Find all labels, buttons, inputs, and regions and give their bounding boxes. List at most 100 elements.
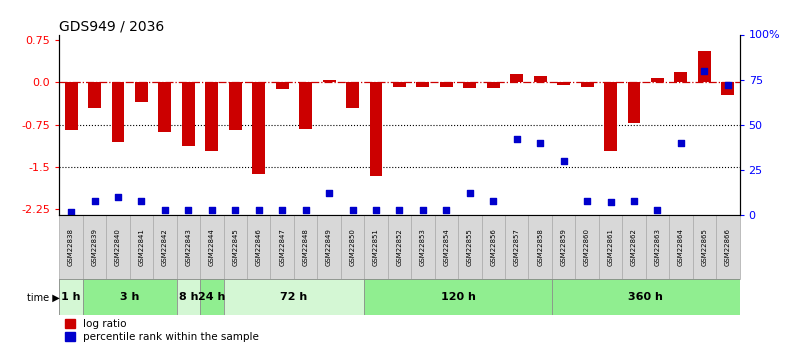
- Bar: [176, 279, 200, 315]
- Bar: [135, 82, 148, 102]
- Bar: [317, 215, 341, 279]
- Text: 360 h: 360 h: [628, 293, 663, 303]
- Legend: log ratio, percentile rank within the sample: log ratio, percentile rank within the sa…: [65, 319, 259, 342]
- Point: [323, 191, 335, 196]
- Bar: [200, 215, 224, 279]
- Point: [88, 198, 100, 204]
- Bar: [510, 74, 523, 82]
- Text: GSM22864: GSM22864: [678, 228, 684, 266]
- Text: GDS949 / 2036: GDS949 / 2036: [59, 19, 165, 33]
- Text: GSM22861: GSM22861: [607, 228, 614, 266]
- Bar: [434, 215, 458, 279]
- Text: GSM22860: GSM22860: [584, 228, 590, 266]
- Text: GSM22846: GSM22846: [255, 228, 262, 266]
- Text: GSM22847: GSM22847: [279, 228, 286, 266]
- Bar: [482, 215, 505, 279]
- Text: 3 h: 3 h: [120, 293, 139, 303]
- Bar: [627, 82, 641, 123]
- Bar: [65, 82, 78, 130]
- Point: [393, 207, 406, 213]
- Bar: [552, 215, 575, 279]
- Text: GSM22857: GSM22857: [513, 228, 520, 266]
- Point: [276, 207, 289, 213]
- Bar: [252, 82, 265, 174]
- Text: GSM22858: GSM22858: [537, 228, 543, 266]
- Text: GSM22838: GSM22838: [68, 228, 74, 266]
- Point: [182, 207, 195, 213]
- Text: GSM22854: GSM22854: [444, 228, 449, 266]
- Bar: [693, 215, 716, 279]
- Text: GSM22844: GSM22844: [209, 228, 215, 266]
- Point: [604, 200, 617, 205]
- Text: 120 h: 120 h: [441, 293, 475, 303]
- Bar: [341, 215, 365, 279]
- Bar: [552, 279, 740, 315]
- Bar: [106, 215, 130, 279]
- Point: [651, 207, 664, 213]
- Point: [229, 207, 241, 213]
- Point: [487, 198, 500, 204]
- Point: [628, 198, 641, 204]
- Text: GSM22842: GSM22842: [162, 228, 168, 266]
- Text: 24 h: 24 h: [198, 293, 225, 303]
- Bar: [153, 215, 176, 279]
- Point: [369, 207, 382, 213]
- Bar: [716, 215, 740, 279]
- Bar: [505, 215, 528, 279]
- Bar: [721, 82, 734, 95]
- Point: [698, 68, 711, 73]
- Text: 8 h: 8 h: [179, 293, 198, 303]
- Text: GSM22840: GSM22840: [115, 228, 121, 266]
- Bar: [675, 72, 687, 82]
- Point: [112, 194, 124, 200]
- Text: GSM22862: GSM22862: [631, 228, 637, 266]
- Bar: [299, 82, 312, 129]
- Text: GSM22856: GSM22856: [490, 228, 496, 266]
- Text: GSM22855: GSM22855: [467, 228, 473, 266]
- Bar: [158, 82, 172, 132]
- Text: GSM22863: GSM22863: [654, 228, 660, 266]
- Point: [135, 198, 148, 204]
- Bar: [528, 215, 552, 279]
- Text: time ▶: time ▶: [27, 293, 59, 303]
- Bar: [224, 215, 247, 279]
- Text: GSM22845: GSM22845: [233, 228, 238, 266]
- Bar: [323, 80, 335, 82]
- Point: [581, 198, 593, 204]
- Point: [346, 207, 359, 213]
- Bar: [464, 82, 476, 88]
- Point: [206, 207, 218, 213]
- Point: [510, 137, 523, 142]
- Bar: [369, 82, 383, 176]
- Text: GSM22866: GSM22866: [725, 228, 731, 266]
- Text: GSM22853: GSM22853: [420, 228, 426, 266]
- Point: [252, 207, 265, 213]
- Bar: [651, 78, 664, 82]
- Point: [158, 207, 171, 213]
- Bar: [182, 82, 195, 146]
- Bar: [88, 82, 101, 108]
- Point: [721, 82, 734, 88]
- Bar: [575, 215, 599, 279]
- Point: [558, 158, 570, 164]
- Bar: [486, 82, 500, 88]
- Point: [299, 207, 312, 213]
- Bar: [365, 279, 552, 315]
- Text: GSM22843: GSM22843: [185, 228, 191, 266]
- Text: GSM22852: GSM22852: [396, 228, 403, 266]
- Text: GSM22865: GSM22865: [702, 228, 707, 266]
- Bar: [83, 215, 106, 279]
- Bar: [388, 215, 411, 279]
- Point: [464, 191, 476, 196]
- Bar: [59, 215, 83, 279]
- Point: [417, 207, 430, 213]
- Bar: [440, 82, 452, 87]
- Bar: [393, 82, 406, 87]
- Text: GSM22839: GSM22839: [92, 228, 97, 266]
- Text: GSM22849: GSM22849: [326, 228, 332, 266]
- Point: [534, 140, 547, 146]
- Text: GSM22859: GSM22859: [561, 228, 566, 266]
- Bar: [224, 279, 365, 315]
- Bar: [229, 82, 242, 130]
- Text: GSM22851: GSM22851: [373, 228, 379, 266]
